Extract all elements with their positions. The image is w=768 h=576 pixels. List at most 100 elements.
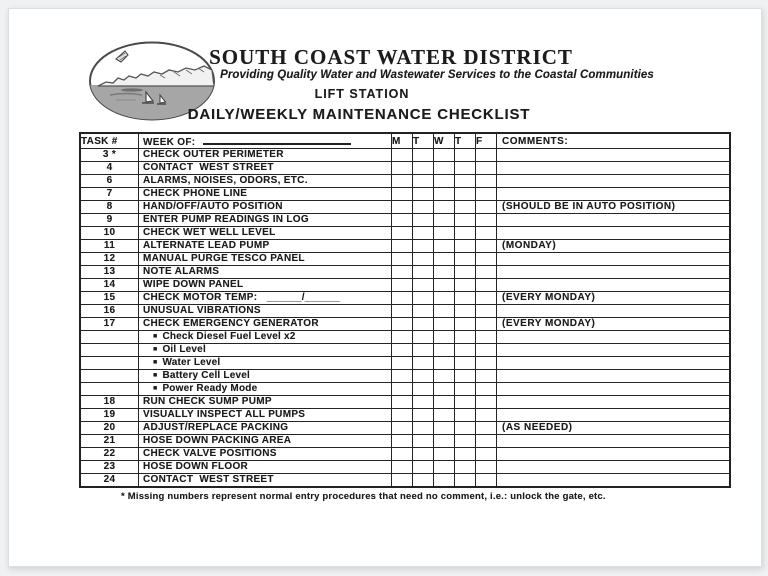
day-check-cell[interactable]: [475, 330, 497, 344]
day-check-cell[interactable]: [412, 174, 434, 188]
day-check-cell[interactable]: [412, 200, 434, 214]
day-check-cell[interactable]: [391, 252, 413, 266]
day-check-cell[interactable]: [412, 395, 434, 409]
day-check-cell[interactable]: [475, 174, 497, 188]
day-check-cell[interactable]: [475, 252, 497, 266]
day-check-cell[interactable]: [433, 330, 455, 344]
day-check-cell[interactable]: [433, 382, 455, 396]
day-check-cell[interactable]: [412, 317, 434, 331]
day-check-cell[interactable]: [475, 408, 497, 422]
day-check-cell[interactable]: [391, 408, 413, 422]
day-check-cell[interactable]: [433, 408, 455, 422]
day-check-cell[interactable]: [475, 395, 497, 409]
day-check-cell[interactable]: [454, 330, 476, 344]
day-check-cell[interactable]: [454, 291, 476, 305]
day-check-cell[interactable]: [475, 434, 497, 448]
day-check-cell[interactable]: [412, 239, 434, 253]
day-check-cell[interactable]: [433, 369, 455, 383]
day-check-cell[interactable]: [433, 213, 455, 227]
day-check-cell[interactable]: [454, 226, 476, 240]
day-check-cell[interactable]: [454, 356, 476, 370]
day-check-cell[interactable]: [412, 421, 434, 435]
day-check-cell[interactable]: [433, 447, 455, 461]
day-check-cell[interactable]: [391, 330, 413, 344]
day-check-cell[interactable]: [454, 434, 476, 448]
day-check-cell[interactable]: [454, 473, 476, 488]
day-check-cell[interactable]: [475, 421, 497, 435]
day-check-cell[interactable]: [475, 473, 497, 488]
day-check-cell[interactable]: [454, 174, 476, 188]
day-check-cell[interactable]: [391, 382, 413, 396]
day-check-cell[interactable]: [475, 187, 497, 201]
day-check-cell[interactable]: [454, 421, 476, 435]
day-check-cell[interactable]: [391, 421, 413, 435]
day-check-cell[interactable]: [433, 226, 455, 240]
day-check-cell[interactable]: [391, 447, 413, 461]
day-check-cell[interactable]: [475, 226, 497, 240]
day-check-cell[interactable]: [391, 213, 413, 227]
day-check-cell[interactable]: [454, 278, 476, 292]
day-check-cell[interactable]: [454, 369, 476, 383]
day-check-cell[interactable]: [454, 213, 476, 227]
day-check-cell[interactable]: [391, 343, 413, 357]
day-check-cell[interactable]: [475, 161, 497, 175]
day-check-cell[interactable]: [433, 161, 455, 175]
day-check-cell[interactable]: [433, 265, 455, 279]
day-check-cell[interactable]: [454, 447, 476, 461]
day-check-cell[interactable]: [454, 148, 476, 162]
day-check-cell[interactable]: [391, 317, 413, 331]
day-check-cell[interactable]: [454, 317, 476, 331]
day-check-cell[interactable]: [433, 395, 455, 409]
day-check-cell[interactable]: [412, 278, 434, 292]
day-check-cell[interactable]: [412, 213, 434, 227]
day-check-cell[interactable]: [475, 213, 497, 227]
day-check-cell[interactable]: [412, 187, 434, 201]
day-check-cell[interactable]: [475, 265, 497, 279]
day-check-cell[interactable]: [454, 460, 476, 474]
day-check-cell[interactable]: [412, 252, 434, 266]
day-check-cell[interactable]: [475, 200, 497, 214]
day-check-cell[interactable]: [412, 343, 434, 357]
day-check-cell[interactable]: [475, 369, 497, 383]
day-check-cell[interactable]: [391, 356, 413, 370]
day-check-cell[interactable]: [391, 369, 413, 383]
day-check-cell[interactable]: [391, 200, 413, 214]
day-check-cell[interactable]: [475, 278, 497, 292]
day-check-cell[interactable]: [412, 369, 434, 383]
day-check-cell[interactable]: [433, 291, 455, 305]
day-check-cell[interactable]: [391, 460, 413, 474]
day-check-cell[interactable]: [475, 382, 497, 396]
day-check-cell[interactable]: [454, 239, 476, 253]
day-check-cell[interactable]: [412, 473, 434, 488]
day-check-cell[interactable]: [433, 343, 455, 357]
day-check-cell[interactable]: [454, 265, 476, 279]
day-check-cell[interactable]: [433, 200, 455, 214]
week-of-blank-field[interactable]: [203, 134, 352, 145]
day-check-cell[interactable]: [475, 148, 497, 162]
day-check-cell[interactable]: [412, 434, 434, 448]
day-check-cell[interactable]: [391, 291, 413, 305]
day-check-cell[interactable]: [391, 161, 413, 175]
day-check-cell[interactable]: [433, 460, 455, 474]
day-check-cell[interactable]: [475, 447, 497, 461]
day-check-cell[interactable]: [391, 174, 413, 188]
day-check-cell[interactable]: [391, 187, 413, 201]
day-check-cell[interactable]: [412, 382, 434, 396]
day-check-cell[interactable]: [454, 382, 476, 396]
day-check-cell[interactable]: [454, 187, 476, 201]
day-check-cell[interactable]: [433, 356, 455, 370]
day-check-cell[interactable]: [412, 265, 434, 279]
day-check-cell[interactable]: [433, 317, 455, 331]
day-check-cell[interactable]: [412, 460, 434, 474]
day-check-cell[interactable]: [412, 291, 434, 305]
day-check-cell[interactable]: [433, 304, 455, 318]
day-check-cell[interactable]: [412, 148, 434, 162]
day-check-cell[interactable]: [433, 473, 455, 488]
day-check-cell[interactable]: [433, 174, 455, 188]
day-check-cell[interactable]: [454, 200, 476, 214]
day-check-cell[interactable]: [412, 161, 434, 175]
day-check-cell[interactable]: [391, 473, 413, 488]
day-check-cell[interactable]: [391, 148, 413, 162]
day-check-cell[interactable]: [475, 304, 497, 318]
day-check-cell[interactable]: [433, 187, 455, 201]
